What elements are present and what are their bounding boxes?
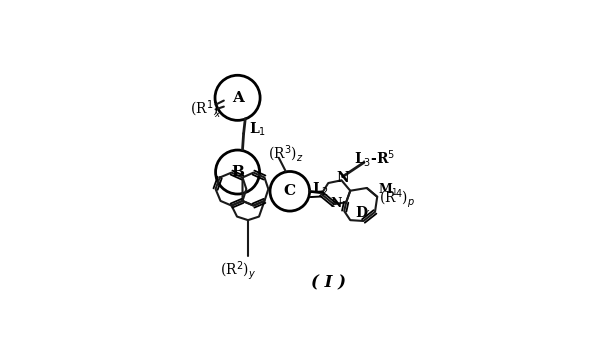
Text: L$_1$: L$_1$ [248,121,266,138]
Text: D: D [355,206,367,220]
Text: N: N [336,171,349,185]
Text: ″: ″ [365,209,370,222]
Text: L$_2$: L$_2$ [312,180,329,198]
Text: N: N [330,197,342,210]
Text: (R$^4$)$_p$: (R$^4$)$_p$ [379,187,415,210]
Text: C: C [284,184,296,198]
Text: (R$^3$)$_z$: (R$^3$)$_z$ [268,143,303,164]
Text: (R$^1$): (R$^1$) [191,99,219,120]
Text: (R$^2$)$_y$: (R$^2$)$_y$ [219,259,256,282]
Text: M$_1$: M$_1$ [378,182,399,198]
Text: L$_3$-R$^5$: L$_3$-R$^5$ [355,149,396,169]
Text: B: B [231,165,244,179]
Text: $_x$: $_x$ [213,107,221,120]
Text: A: A [232,91,244,105]
Text: ( I ): ( I ) [311,274,346,291]
